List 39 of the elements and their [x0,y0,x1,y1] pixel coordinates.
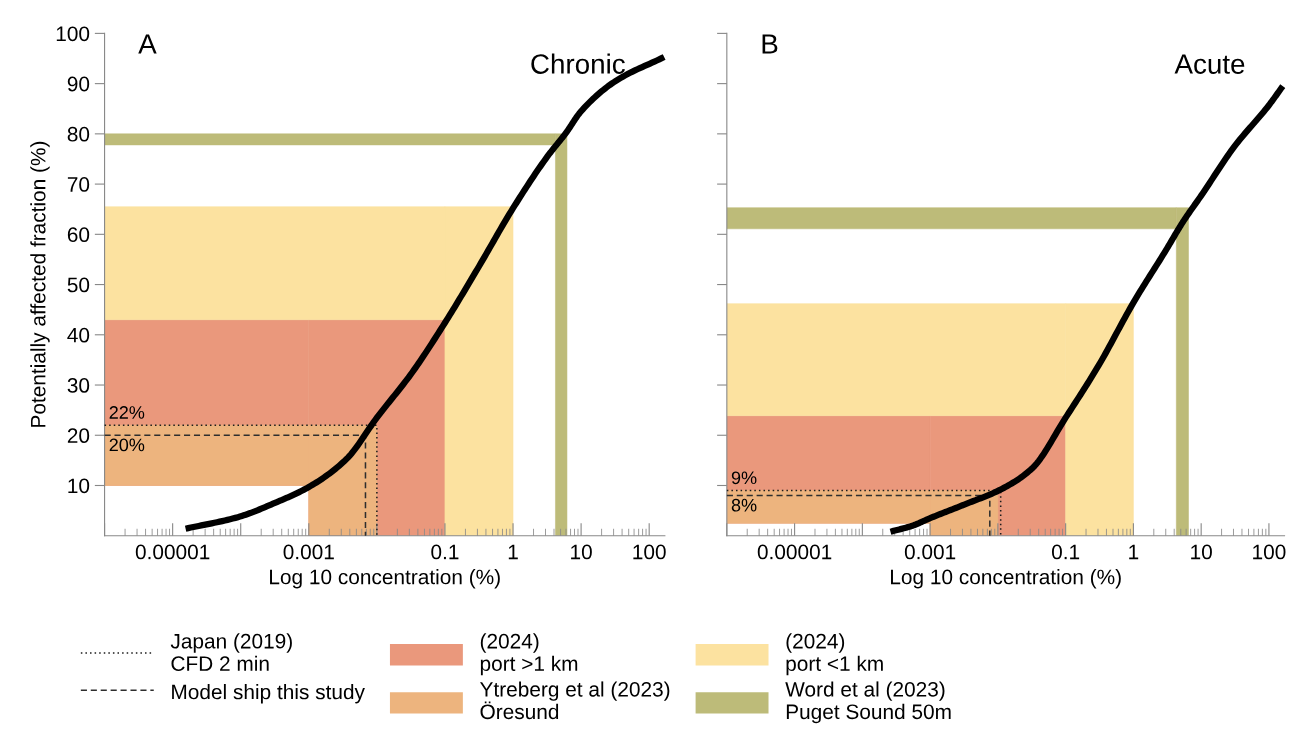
y-tick-label: 90 [67,76,90,92]
annotation: 9% [731,471,757,485]
annotation: 22% [109,406,145,419]
x-tick-label: 0.00001 [135,544,210,560]
y-tick-label: 50 [67,277,90,293]
x-tick-label: 10 [571,544,592,560]
x-tick-label: 0.001 [904,544,956,560]
x-tick-label: 1 [1129,544,1139,560]
chart-title: A [138,34,157,54]
y-axis-title: Potentially affected fraction (%) [30,141,50,427]
chart-title: B [762,34,778,54]
legend-label: (2024) port <1 km [786,633,883,676]
annotation: Chronic [531,53,625,74]
x-tick-label: 0.00001 [757,544,832,560]
x-tick-label: 0.1 [431,544,459,560]
x-tick-label: 0.001 [283,544,334,560]
x-tick-label: 100 [633,544,666,560]
legend-label: (2024) port >1 km [480,633,578,676]
legend-label: Japan (2019) CFD 2 min [170,633,292,672]
legend-label: Model ship this study [172,684,365,704]
y-tick-label: 30 [67,378,90,393]
y-tick-label: 100 [56,26,90,42]
annotation: Acute [1174,54,1245,74]
y-tick-label: 40 [67,327,90,343]
x-axis-title: Log 10 concentration (%) [891,569,1121,589]
x-tick-label: 0.1 [1051,544,1080,560]
y-tick-label: 80 [67,126,90,142]
x-tick-label: 1 [508,544,518,560]
x-tick-label: 10 [1191,544,1212,560]
y-tick-label: 70 [67,177,90,192]
y-tick-label: 20 [67,428,90,444]
y-tick-label: 60 [67,227,90,243]
y-tick-label: 10 [68,478,90,494]
x-axis-title: Log 10 concentration (%) [270,569,500,589]
annotation: 20% [109,438,145,452]
legend-label: Word et al (2023) Puget Sound 50m [785,681,951,724]
annotation: 8% [731,498,757,512]
x-tick-label: 100 [1253,544,1286,560]
legend-label: Ytreberg et al (2023) Öresund [479,681,670,720]
